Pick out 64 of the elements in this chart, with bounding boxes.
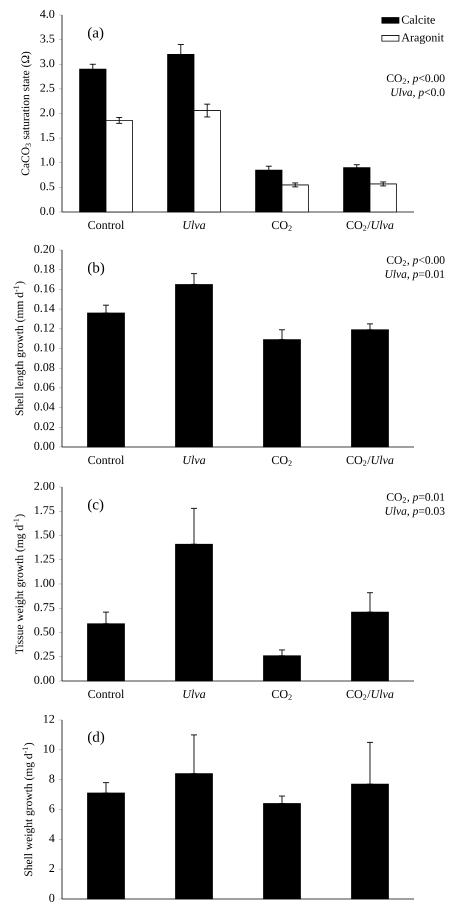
x-tick-label: Ulva [183, 220, 206, 230]
y-axis-title: Shell weight growth (mg d$^{-1}$) [22, 742, 35, 876]
y-tick-label: 12 [44, 714, 54, 723]
y-tick-label: 0.10 [34, 343, 54, 352]
x-tick-label: Ulva [183, 456, 206, 464]
y-tick-label: 0.20 [34, 244, 54, 253]
annotation: (c) [88, 498, 104, 513]
x-tick-label: Ulva [183, 690, 206, 698]
y-tick-label: 3.5 [40, 34, 54, 43]
annotation: CO$_{2}$, p<0.00 [386, 256, 445, 266]
annotation: Ulva, p=0.03 [386, 506, 445, 518]
legend-label: Calcite [402, 15, 435, 24]
y-tick-label: 6 [49, 804, 54, 812]
y-tick-label: 1.50 [34, 530, 54, 538]
y-tick-label: 1.0 [40, 158, 54, 166]
y-tick-label: 0.02 [34, 422, 54, 430]
y-axis-title: CaCO$_{3}$ saturation state (Ω) [21, 52, 32, 176]
x-tick-label: CO$_{2}$/Ulva [346, 220, 394, 231]
y-tick-label: 1.75 [34, 506, 54, 514]
y-tick-label: 0.14 [34, 304, 55, 312]
y-tick-label: 0.08 [34, 363, 54, 372]
y-tick-label: 0.0 [40, 206, 54, 215]
annotation: Ulva, p=0.01 [386, 270, 444, 280]
y-tick-label: 10 [44, 744, 54, 753]
annotation: Ulva, p<0.0 [391, 88, 445, 98]
y-tick-label: 2.00 [34, 482, 54, 490]
y-tick-label: 0.5 [40, 182, 54, 190]
annotation: CO$_{2}$, p=0.01 [386, 493, 444, 504]
y-tick-label: 0.06 [34, 382, 54, 391]
y-tick-label: 2.5 [40, 84, 54, 92]
x-tick-label: Control [88, 220, 124, 230]
y-tick-label: 8 [49, 774, 54, 783]
x-tick-label: CO$_{2}$/Ulva [346, 690, 394, 700]
y-tick-label: 4.0 [40, 10, 54, 18]
x-tick-label: CO$_{2}$ [272, 456, 292, 466]
x-tick-label: Control [88, 456, 124, 464]
y-tick-label: 1.25 [34, 554, 54, 563]
legend-label: Aragonit [401, 33, 444, 44]
y-axis-title: Tissue weight growth (mg d$^{-1}$) [13, 514, 26, 654]
annotation: (a) [88, 27, 104, 41]
y-tick-label: 2 [49, 864, 54, 872]
y-tick-label: 0.18 [34, 264, 54, 273]
y-tick-label: 1.00 [34, 578, 54, 587]
x-tick-label: CO$_{2}$ [272, 221, 292, 231]
y-tick-label: 0 [49, 894, 54, 902]
y-tick-label: 0.16 [34, 284, 54, 292]
y-axis-title: Shell length growth (mm d$^{-1}$) [13, 282, 26, 416]
y-tick-label: 0.25 [34, 652, 54, 660]
annotation: (d) [88, 731, 104, 745]
y-tick-label: 0.75 [34, 603, 54, 612]
y-tick-label: 0.00 [34, 676, 54, 684]
annotation: CO$_{2}$, p<0.00 [386, 74, 445, 84]
y-tick-label: 2.0 [40, 108, 54, 116]
x-tick-label: Control [88, 690, 124, 698]
annotation: (b) [88, 262, 104, 276]
y-tick-label: 0.00 [34, 442, 54, 450]
y-tick-label: 4 [49, 834, 55, 842]
y-tick-label: 0.50 [34, 627, 54, 636]
y-tick-label: 3.0 [40, 59, 54, 68]
y-tick-label: 0.04 [34, 402, 55, 411]
y-tick-label: 1.5 [40, 133, 54, 142]
x-tick-label: CO$_{2}$/Ulva [346, 456, 394, 466]
x-tick-label: CO$_{2}$ [272, 690, 292, 700]
y-tick-label: 0.12 [34, 324, 54, 332]
